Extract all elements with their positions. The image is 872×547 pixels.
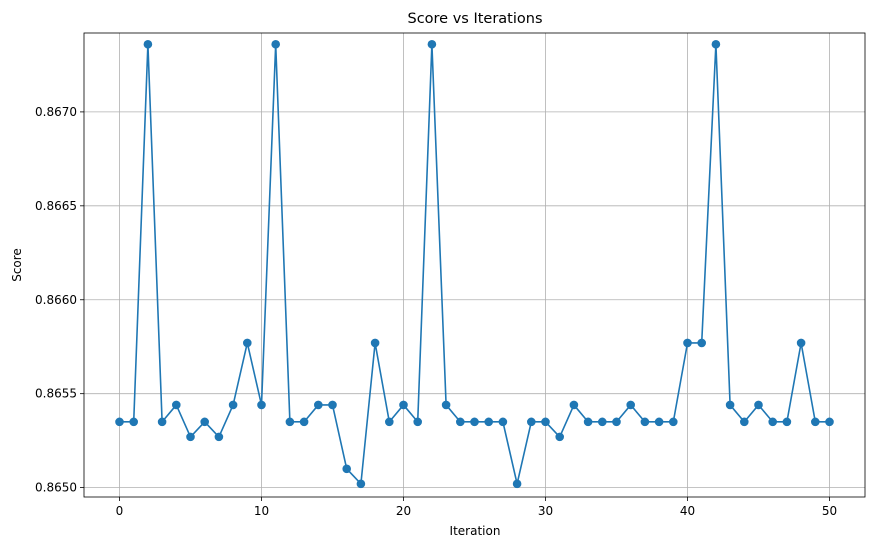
- plot-frame: [83, 32, 866, 498]
- data-point: [583, 417, 593, 427]
- data-point: [626, 400, 635, 410]
- x-tick-label: 10: [254, 504, 269, 518]
- data-point: [129, 417, 138, 427]
- data-point: [385, 417, 394, 427]
- data-point: [200, 417, 209, 427]
- data-point: [214, 432, 224, 442]
- data-point: [541, 417, 550, 427]
- data-point: [470, 417, 479, 427]
- data-point: [342, 464, 352, 474]
- data-point: [413, 417, 423, 427]
- data-point: [598, 417, 607, 427]
- data-point: [725, 400, 735, 410]
- y-tick-label: 0.8665: [35, 199, 77, 213]
- data-point: [299, 417, 309, 427]
- data-point: [399, 400, 408, 410]
- data-point: [285, 417, 295, 427]
- chart-title: Score vs Iterations: [407, 11, 542, 27]
- data-point: [612, 417, 621, 427]
- data-point: [697, 338, 706, 348]
- data-point: [683, 338, 692, 348]
- data-point: [569, 400, 579, 410]
- data-point: [172, 400, 181, 410]
- data-point: [328, 400, 337, 410]
- data-point: [825, 417, 834, 427]
- data-point: [243, 338, 252, 348]
- data-point: [115, 417, 124, 427]
- grid-lines: [84, 33, 865, 497]
- y-tick-label: 0.8650: [35, 481, 77, 495]
- data-point: [669, 417, 678, 427]
- data-point: [740, 417, 749, 427]
- data-point: [157, 417, 167, 427]
- data-point: [143, 39, 153, 49]
- x-axis-ticks: 0 10 20 30 40 50: [116, 497, 837, 518]
- x-tick-label: 40: [680, 504, 695, 518]
- y-tick-label: 0.8660: [35, 293, 77, 307]
- data-point: [768, 417, 777, 427]
- y-axis-title: Score: [10, 248, 24, 282]
- data-point: [527, 417, 536, 427]
- data-point: [370, 338, 380, 348]
- data-point: [441, 400, 451, 410]
- data-point: [555, 432, 564, 442]
- data-point: [796, 338, 806, 348]
- data-point: [640, 417, 650, 427]
- data-point: [754, 400, 763, 410]
- x-tick-label: 50: [822, 504, 837, 518]
- data-point: [356, 479, 366, 489]
- data-point: [484, 417, 494, 427]
- data-point: [186, 432, 195, 442]
- data-point: [257, 400, 266, 410]
- data-point: [512, 479, 522, 489]
- data-point: [811, 417, 820, 427]
- y-tick-label: 0.8655: [35, 387, 77, 401]
- data-point: [782, 417, 792, 427]
- data-point: [456, 417, 465, 427]
- x-axis-title: Iteration: [450, 524, 501, 538]
- data-point: [427, 39, 437, 49]
- y-tick-label: 0.8670: [35, 105, 77, 119]
- x-tick-label: 30: [538, 504, 553, 518]
- data-point: [314, 400, 323, 410]
- data-point: [228, 400, 238, 410]
- x-tick-label: 0: [116, 504, 124, 518]
- data-point: [271, 39, 281, 49]
- y-axis-ticks: 0.8650 0.8655 0.8660 0.8665 0.8670: [35, 105, 84, 495]
- data-series: [115, 39, 834, 489]
- data-point: [711, 39, 721, 49]
- data-point: [498, 417, 508, 427]
- x-tick-label: 20: [396, 504, 411, 518]
- data-point: [654, 417, 664, 427]
